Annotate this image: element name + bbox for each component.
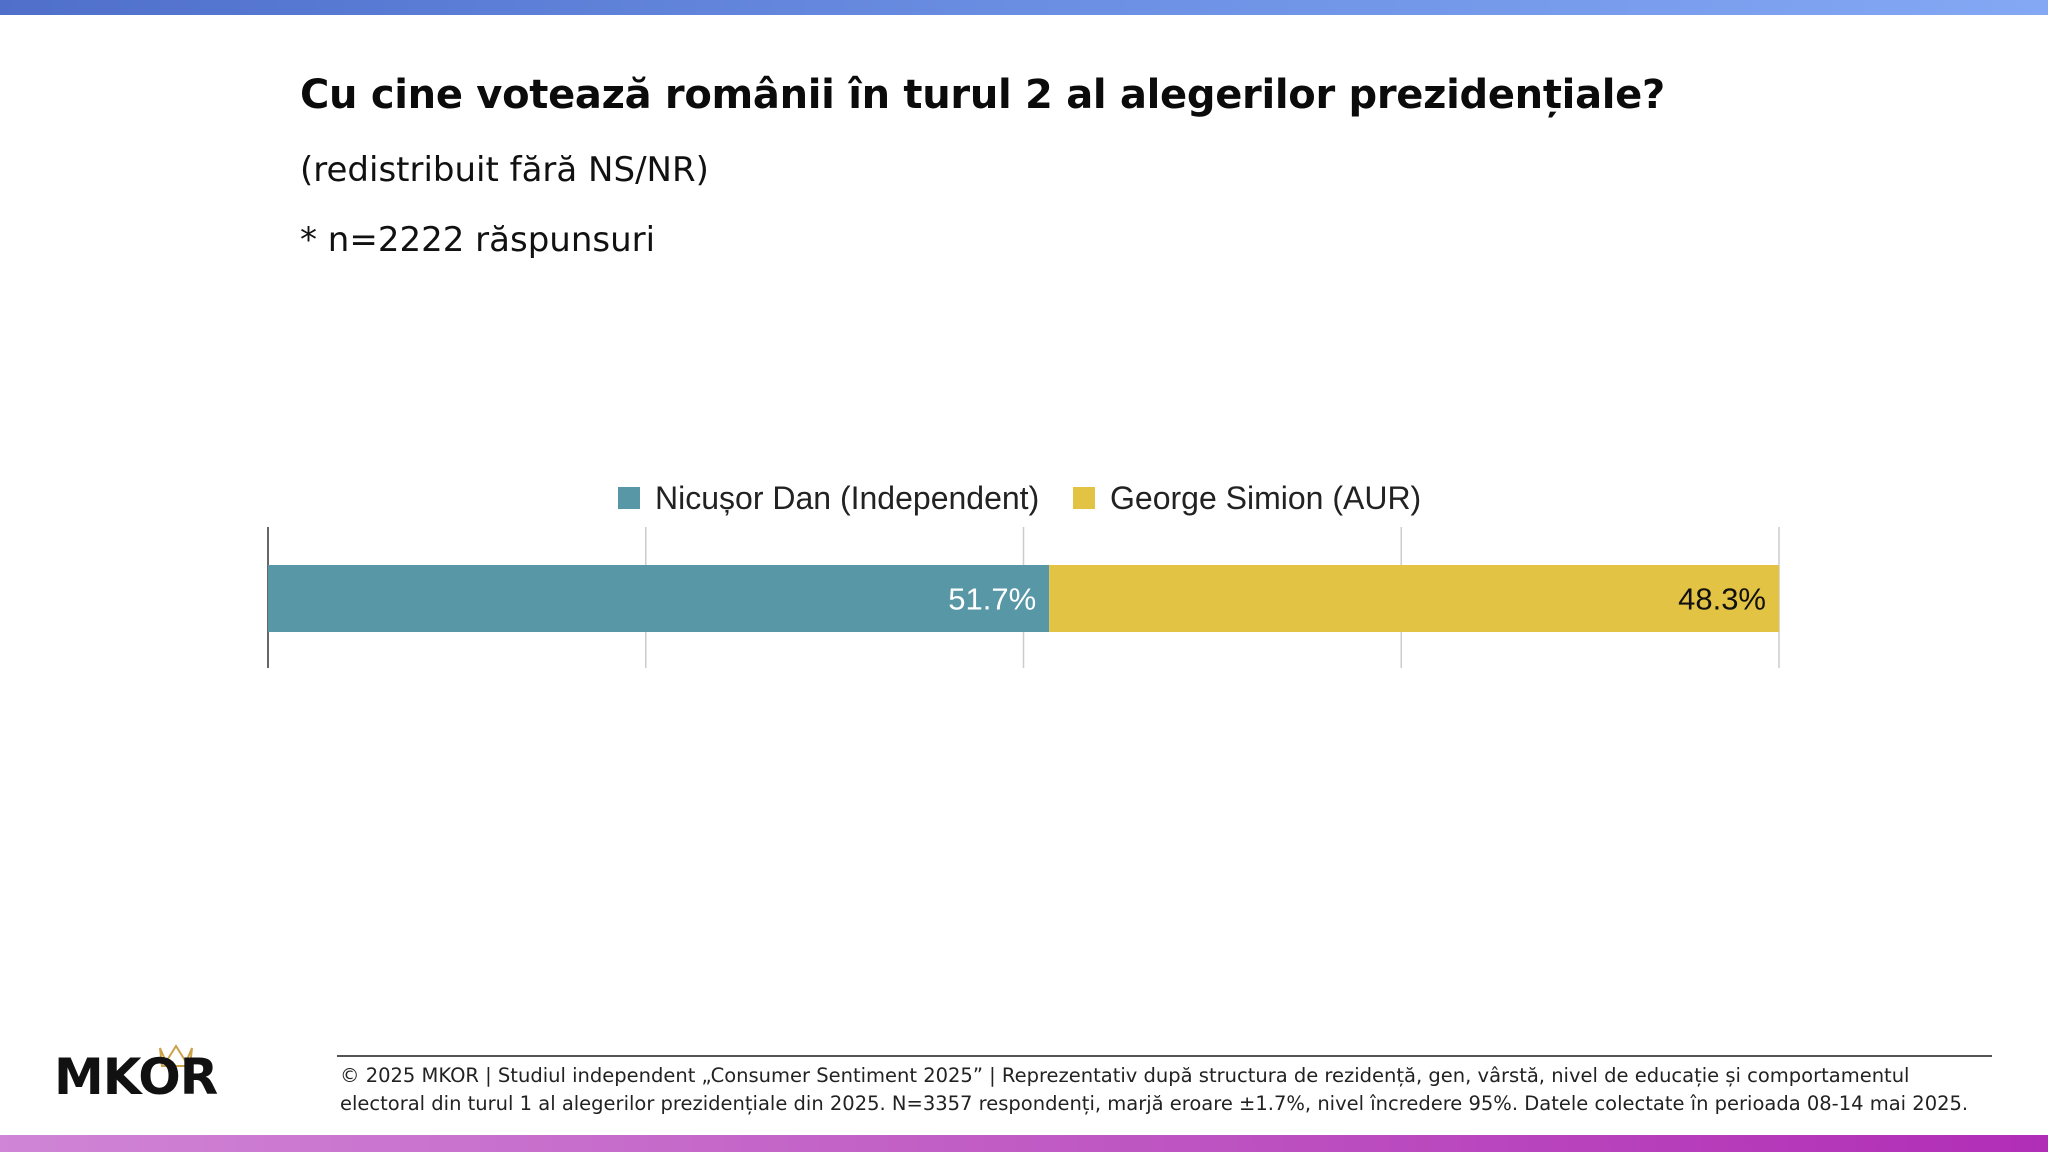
label-layer: 51.7% 48.3%: [948, 582, 1766, 617]
data-label-2: 48.3%: [1678, 582, 1766, 617]
legend-layer: Nicușor Dan (Independent) George Simion (…: [618, 480, 1421, 516]
footer-disclaimer: © 2025 MKOR | Studiul independent „Consu…: [340, 1064, 1969, 1115]
mkor-logo: MKOR: [54, 1044, 219, 1100]
page-subtitle: (redistribuit fără NS/NR): [300, 150, 709, 190]
legend-label-1: Nicușor Dan (Independent): [655, 480, 1039, 516]
crown-icon: [159, 1044, 193, 1067]
legend-label-2: George Simion (AUR): [1110, 480, 1421, 516]
bar-layer: [268, 565, 1779, 632]
page-title: Cu cine votează românii în turul 2 al al…: [300, 72, 1665, 118]
legend-swatch-1: [618, 487, 640, 509]
data-label-1: 51.7%: [948, 582, 1036, 617]
top-accent-bar: [0, 0, 2048, 15]
bottom-accent-bar: [0, 1135, 2048, 1152]
bar-segment-2: [1049, 565, 1779, 632]
stacked-bar-chart: 51.7% 48.3% Nicușor Dan (Independent) Geor…: [267, 480, 1780, 668]
bar-segment-1: [268, 565, 1050, 632]
footer-divider: [337, 1055, 1992, 1057]
sample-size-note: * n=2222 răspunsuri: [300, 220, 656, 260]
logo-wordmark: MKOR: [54, 1048, 218, 1100]
legend-swatch-2: [1073, 487, 1095, 509]
